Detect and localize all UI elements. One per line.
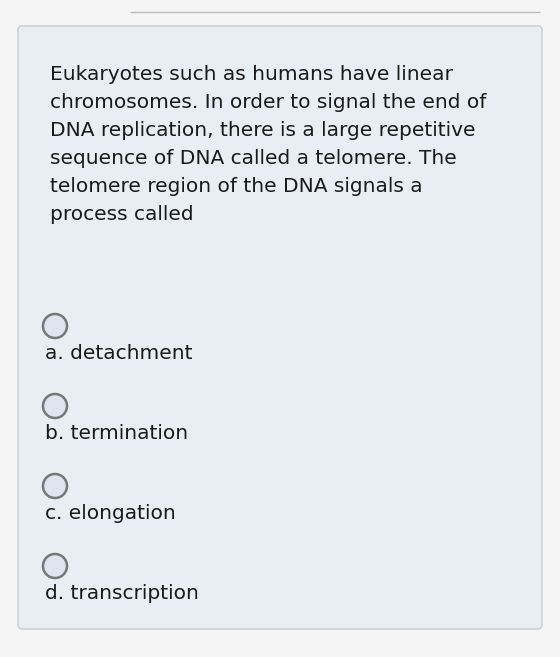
Text: DNA replication, there is a large repetitive: DNA replication, there is a large repeti… — [50, 121, 475, 140]
Circle shape — [43, 394, 67, 418]
Text: telomere region of the DNA signals a: telomere region of the DNA signals a — [50, 177, 423, 196]
Text: b. termination: b. termination — [45, 424, 188, 443]
Text: a. detachment: a. detachment — [45, 344, 193, 363]
Circle shape — [43, 314, 67, 338]
Text: chromosomes. In order to signal the end of: chromosomes. In order to signal the end … — [50, 93, 487, 112]
Text: d. transcription: d. transcription — [45, 584, 199, 603]
Text: sequence of DNA called a telomere. The: sequence of DNA called a telomere. The — [50, 149, 457, 168]
FancyBboxPatch shape — [18, 26, 542, 629]
Text: c. elongation: c. elongation — [45, 504, 176, 523]
Circle shape — [43, 554, 67, 578]
Circle shape — [43, 474, 67, 498]
Text: Eukaryotes such as humans have linear: Eukaryotes such as humans have linear — [50, 65, 453, 84]
Text: process called: process called — [50, 205, 194, 224]
